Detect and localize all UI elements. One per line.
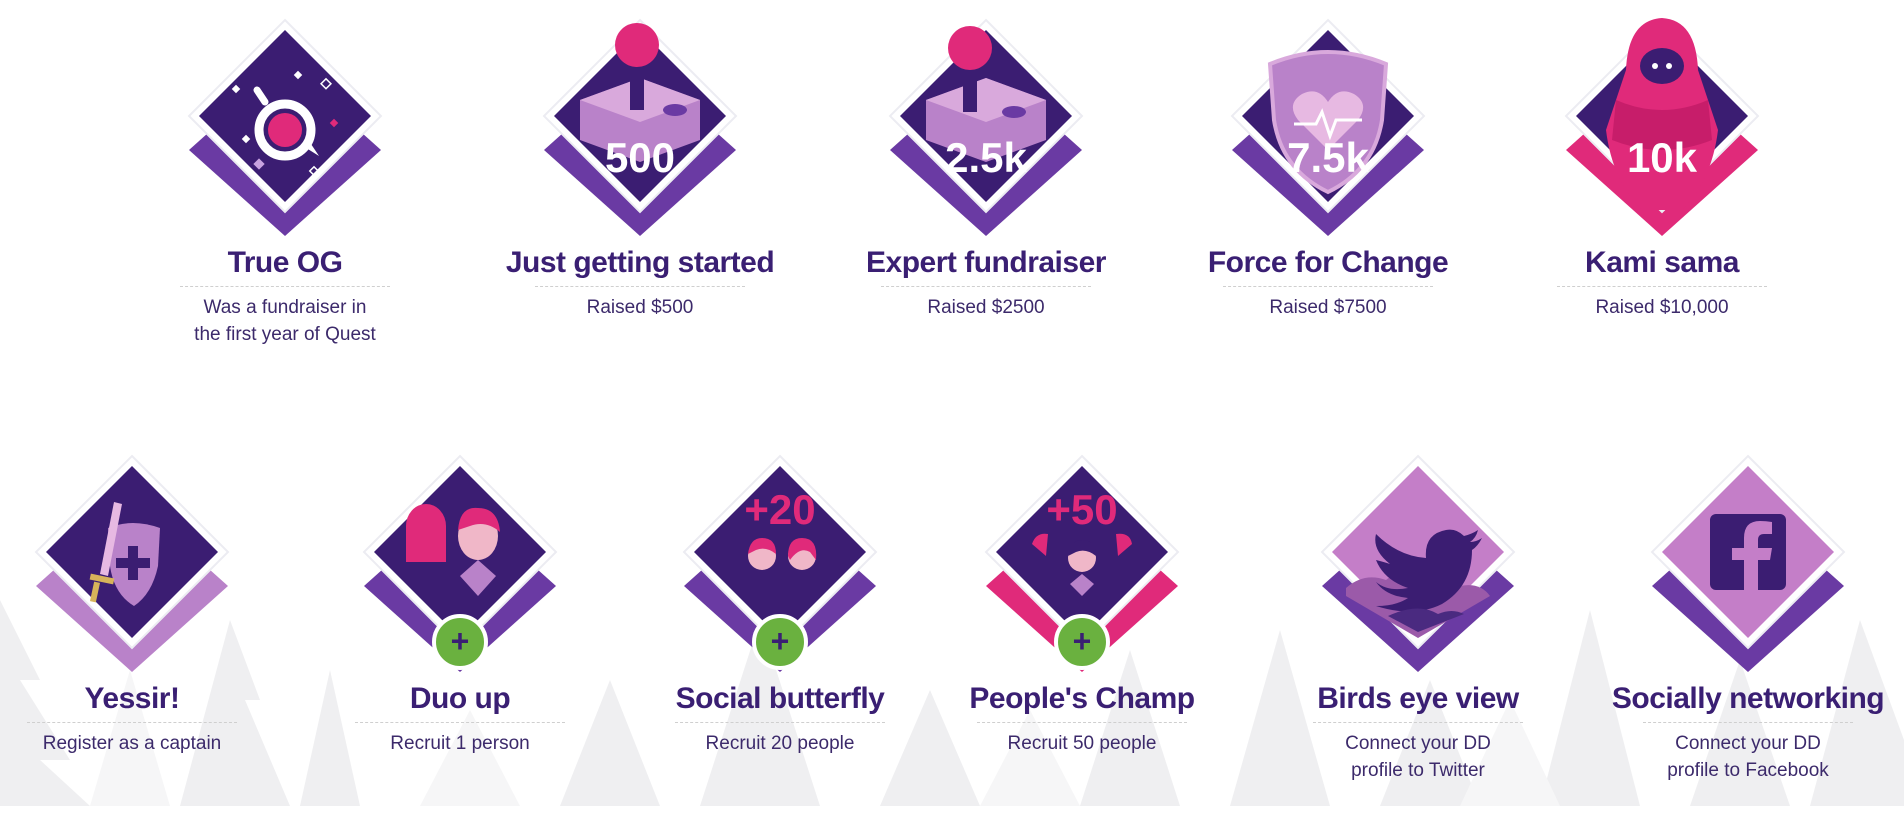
badge-title: People's Champ: [969, 682, 1195, 715]
badge-description: Recruit 1 person: [310, 730, 610, 757]
desc-line: Connect your DD: [1345, 733, 1491, 754]
badge-expert-fundraiser[interactable]: 2.5k Expert fundraiser Raised $2500: [836, 18, 1136, 390]
badge-title: Social butterfly: [675, 682, 885, 715]
badge-title: Birds eye view: [1317, 682, 1519, 715]
sword-shield-icon: [89, 502, 160, 606]
divider: [1557, 286, 1767, 287]
quest-logo-icon: [231, 70, 339, 177]
badge-description: Recruit 50 people: [932, 730, 1232, 757]
desc-line: the first year of Quest: [194, 324, 376, 345]
pine-trees-background: [0, 600, 1904, 806]
badge-peoples-champ-art: +50: [984, 454, 1180, 672]
desc-line: Recruit 20 people: [705, 733, 855, 754]
badge-socially-networking-art: [1650, 454, 1846, 672]
badge-description: Recruit 20 people: [630, 730, 930, 757]
divider: [1223, 286, 1433, 287]
badge-yessir-art: [34, 454, 230, 672]
desc-line: profile to Twitter: [1351, 760, 1485, 781]
badge-title: Socially networking: [1611, 682, 1885, 715]
divider: [1313, 722, 1523, 723]
badge-duo-up-art: [362, 454, 558, 672]
two-people-icon: [748, 538, 817, 570]
facebook-icon: [1710, 514, 1786, 590]
badge-social-butterfly-art: +20: [682, 454, 878, 672]
badge-just-getting-started[interactable]: 500 Just getting started Raised $500: [490, 18, 790, 390]
badge-yessir[interactable]: Yessir! Register as a captain: [0, 454, 282, 826]
badge-value-label: 500: [605, 134, 675, 181]
desc-line: Raised $7500: [1269, 297, 1387, 318]
group-people-icon: [1032, 533, 1132, 596]
badge-title: Expert fundraiser: [866, 246, 1106, 279]
badge-title: Just getting started: [505, 246, 775, 279]
two-people-icon: [406, 504, 500, 596]
badge-description: Raised $500: [490, 294, 790, 321]
joystick-icon: [580, 23, 700, 162]
heart-shield-icon: [1267, 50, 1389, 195]
badge-value-label: 7.5k: [1287, 134, 1369, 181]
badge-true-og-art: [187, 18, 383, 236]
add-recruit-plus-icon: +: [432, 614, 488, 670]
divider: [180, 286, 390, 287]
joystick-icon: [926, 26, 1046, 162]
badge-2-5k-art: 2.5k: [888, 18, 1084, 236]
desc-line: Recruit 1 person: [390, 733, 530, 754]
badge-title: Force for Change: [1207, 246, 1449, 279]
badge-value-label: +50: [1046, 486, 1117, 533]
badge-value-label: 10k: [1627, 134, 1698, 181]
badge-social-butterfly[interactable]: +20 + Social butterfly Recruit 20 people: [630, 454, 930, 826]
hooded-figure-icon: [1606, 18, 1718, 210]
badge-description: Raised $7500: [1178, 294, 1478, 321]
desc-line: Was a fundraiser in: [203, 297, 367, 318]
divider: [881, 286, 1091, 287]
badge-true-og[interactable]: True OG Was a fundraiser in the first ye…: [135, 18, 435, 390]
divider: [535, 286, 745, 287]
badge-description: Connect your DD profile to Twitter: [1268, 730, 1568, 784]
badge-kami-sama[interactable]: 10k Kami sama Raised $10,000: [1512, 18, 1812, 390]
badge-description: Raised $2500: [836, 294, 1136, 321]
divider: [355, 722, 565, 723]
badge-7-5k-art: 7.5k: [1230, 18, 1426, 236]
badge-title: Duo up: [409, 682, 511, 715]
badge-title: True OG: [227, 246, 343, 279]
desc-line: profile to Facebook: [1667, 760, 1829, 781]
badge-description: Was a fundraiser in the first year of Qu…: [135, 294, 435, 348]
badge-value-label: +20: [744, 486, 815, 533]
desc-line: Raised $2500: [927, 297, 1045, 318]
badge-birds-eye-view-art: [1320, 454, 1516, 672]
badge-socially-networking[interactable]: Socially networking Connect your DD prof…: [1598, 454, 1898, 826]
badge-500-art: 500: [542, 18, 738, 236]
divider: [977, 722, 1187, 723]
desc-line: Recruit 50 people: [1007, 733, 1157, 754]
badge-force-for-change[interactable]: 7.5k Force for Change Raised $7500: [1178, 18, 1478, 390]
badge-description: Raised $10,000: [1512, 294, 1812, 321]
add-recruit-plus-icon: +: [1054, 614, 1110, 670]
desc-line: Raised $10,000: [1595, 297, 1729, 318]
divider: [675, 722, 885, 723]
badge-value-label: 2.5k: [945, 134, 1027, 181]
desc-line: Connect your DD: [1675, 733, 1821, 754]
badge-birds-eye-view[interactable]: Birds eye view Connect your DD profile t…: [1268, 454, 1568, 826]
badge-title: Kami sama: [1585, 246, 1739, 279]
badge-duo-up[interactable]: + Duo up Recruit 1 person: [310, 454, 610, 826]
badge-10k-art: 10k: [1564, 18, 1760, 236]
badge-title: Yessir!: [84, 682, 180, 715]
badge-description: Register as a captain: [0, 730, 282, 757]
badge-description: Connect your DD profile to Facebook: [1598, 730, 1898, 784]
desc-line: Register as a captain: [42, 733, 222, 754]
add-recruit-plus-icon: +: [752, 614, 808, 670]
divider: [27, 722, 237, 723]
twitter-bird-icon: [1346, 529, 1490, 638]
divider: [1643, 722, 1853, 723]
desc-line: Raised $500: [586, 297, 694, 318]
badge-peoples-champ[interactable]: +50 + People's Champ Recruit 50 people: [932, 454, 1232, 826]
